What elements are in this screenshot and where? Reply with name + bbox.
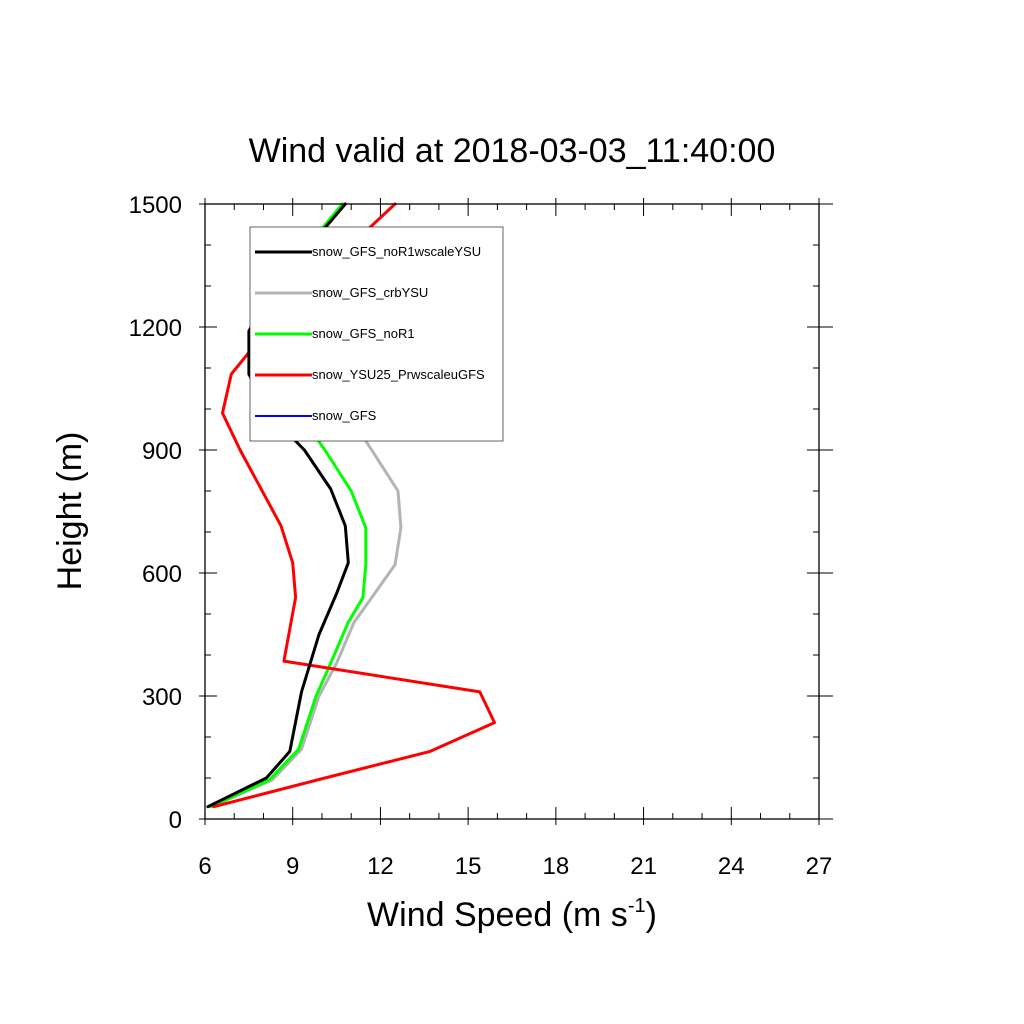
x-tick-label: 6 (198, 853, 211, 880)
series-line-snow-gfs-nor1wscaleysu (206, 202, 350, 809)
x-tick-labels: 6 9 12 15 18 21 24 27 (198, 853, 832, 880)
legend-label: snow_GFS_crbYSU (312, 285, 428, 300)
x-tick-label: 27 (806, 853, 833, 880)
y-tick-label: 300 (142, 684, 182, 711)
y-axis-label: Height (m) (51, 432, 89, 591)
y-tick-label: 1500 (129, 192, 182, 219)
y-tick-label: 600 (142, 561, 182, 588)
x-axis-label-close: ) (646, 896, 657, 934)
y-tick-label: 0 (169, 807, 182, 834)
x-axis-label-text: Wind Speed (m s (367, 896, 628, 934)
y-tick-label: 1200 (129, 315, 182, 342)
series-line-snow-ysu25-prwscaleugfs (212, 202, 496, 809)
x-tick-label: 9 (286, 853, 299, 880)
x-axis-label: Wind Speed (m s-1) (367, 895, 657, 934)
x-tick-label: 24 (718, 853, 745, 880)
y-tick-label: 900 (142, 438, 182, 465)
x-tick-label: 18 (543, 853, 570, 880)
legend-label: snow_GFS_noR1wscaleYSU (312, 244, 481, 259)
x-axis-label-superscript: -1 (628, 895, 646, 917)
legend-label: snow_GFS (312, 408, 377, 423)
plot-frame (204, 203, 820, 820)
x-tick-label: 15 (455, 853, 482, 880)
x-tick-label: 21 (630, 853, 657, 880)
legend-label: snow_GFS_noR1 (312, 326, 415, 341)
y-tick-labels: 0 300 600 900 1200 1500 (129, 192, 182, 834)
legend-label: snow_YSU25_PrwscaleuGFS (312, 367, 485, 382)
x-tick-label: 12 (367, 853, 394, 880)
chart-title: Wind valid at 2018-03-03_11:40:00 (249, 132, 776, 170)
legend: snow_GFS_noR1wscaleYSU snow_GFS_crbYSUsno… (249, 226, 504, 442)
